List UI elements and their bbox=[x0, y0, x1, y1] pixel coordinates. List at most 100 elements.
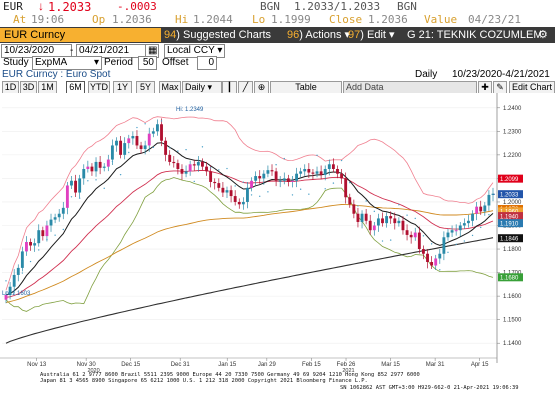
price-tag bbox=[498, 207, 523, 216]
psar-dot bbox=[218, 169, 220, 171]
candle-body bbox=[376, 218, 380, 226]
candle-body bbox=[340, 173, 344, 179]
psar-dot bbox=[332, 182, 335, 184]
x-tick-label: Jan 15 bbox=[218, 362, 237, 368]
down-arrow-icon: ↓ bbox=[38, 0, 44, 13]
candle-body bbox=[119, 140, 123, 155]
high-label: Hi bbox=[175, 13, 189, 26]
candle-body bbox=[221, 187, 225, 193]
psar-dot bbox=[103, 187, 105, 189]
candle-body bbox=[385, 216, 389, 224]
psar-dot bbox=[152, 146, 155, 149]
psar-dot bbox=[160, 120, 163, 122]
candle-body bbox=[115, 140, 118, 146]
study-label: Study bbox=[3, 57, 29, 68]
candle-body bbox=[352, 204, 356, 214]
price-change: -.0003 bbox=[117, 0, 157, 13]
period-label: Period bbox=[104, 57, 133, 68]
candle-body bbox=[131, 136, 135, 139]
candle-body bbox=[229, 190, 233, 197]
candle-body bbox=[430, 261, 434, 266]
candle-body bbox=[123, 143, 127, 155]
psar-dot bbox=[5, 280, 7, 282]
price-tag bbox=[498, 219, 523, 228]
psar-dot bbox=[349, 181, 351, 184]
psar-dot bbox=[381, 240, 384, 242]
candle-body bbox=[299, 171, 303, 174]
settings-icon[interactable]: ⚙ bbox=[538, 29, 548, 41]
security-field[interactable]: EUR Curncy bbox=[0, 28, 161, 42]
chart-svg[interactable]: 1.24001.23001.22001.21001.20001.19001.18… bbox=[0, 93, 555, 400]
candle-body bbox=[368, 220, 372, 231]
candle-body bbox=[188, 164, 192, 172]
candle-body bbox=[336, 168, 339, 174]
candle-body bbox=[233, 196, 237, 202]
candle-body bbox=[135, 136, 139, 146]
candle-body bbox=[286, 178, 290, 182]
low-value: 1.1999 bbox=[271, 13, 311, 26]
actions-menu[interactable]: 96) Actions ▾ bbox=[287, 29, 351, 41]
candle-body bbox=[53, 217, 57, 220]
currency-select[interactable]: Local CCY ▾ bbox=[164, 44, 225, 58]
psar-dot bbox=[38, 249, 40, 251]
psar-dot bbox=[447, 251, 449, 254]
psar-dot bbox=[299, 188, 302, 190]
sma-200-line bbox=[5, 237, 494, 344]
candle-body bbox=[348, 197, 352, 205]
x-tick-label: Nov 13 bbox=[27, 362, 47, 368]
ema-30-line bbox=[5, 169, 494, 298]
x-tick-label: Feb 26 bbox=[337, 362, 356, 368]
candle-body bbox=[90, 166, 94, 172]
candle-body bbox=[258, 176, 262, 179]
psar-dot bbox=[389, 239, 392, 241]
candle-body bbox=[397, 220, 401, 224]
candle-body bbox=[45, 225, 49, 237]
candle-body bbox=[467, 220, 470, 224]
chart-title: EUR Curncy : Euro Spot bbox=[2, 69, 111, 80]
candle-body bbox=[102, 166, 106, 168]
at-time: 19:06 bbox=[31, 13, 65, 26]
news-headline[interactable]: G 21: TEKNIK COZUMLEM... bbox=[407, 29, 541, 41]
psar-dot bbox=[234, 185, 236, 187]
candle-body bbox=[442, 237, 446, 254]
psar-dot bbox=[398, 204, 400, 206]
psar-dot bbox=[144, 123, 146, 125]
psar-dot bbox=[275, 164, 277, 166]
y-tick-label: 1.1500 bbox=[503, 318, 522, 324]
study-select[interactable]: ExpMA ▾ bbox=[32, 56, 102, 70]
price-chart[interactable]: 1.24001.23001.22001.21001.20001.19001.18… bbox=[0, 93, 555, 400]
date-separator: - bbox=[70, 45, 74, 56]
end-date-field[interactable]: 04/21/2021 bbox=[76, 44, 146, 58]
ticker-symbol[interactable]: EUR bbox=[3, 0, 23, 13]
candle-body bbox=[196, 161, 200, 166]
year-label: 2021 bbox=[342, 368, 354, 374]
psar-dot bbox=[316, 154, 318, 157]
footer-line-2: Japan 81 3 4565 8900 Singapore 65 6212 1… bbox=[40, 378, 368, 384]
y-tick-label: 1.2000 bbox=[503, 200, 522, 206]
edit-menu[interactable]: 97) Edit ▾ bbox=[348, 29, 395, 41]
close-value: 1.2036 bbox=[368, 13, 408, 26]
candle-body bbox=[176, 163, 180, 169]
psar-dot bbox=[471, 234, 474, 237]
candle-body bbox=[315, 171, 319, 174]
candle-body bbox=[282, 178, 286, 181]
psar-dot bbox=[324, 188, 326, 190]
candle-body bbox=[41, 230, 45, 237]
psar-dot bbox=[308, 193, 310, 195]
psar-dot bbox=[87, 180, 89, 182]
source-label: BGN bbox=[260, 0, 280, 13]
candle-body bbox=[78, 178, 82, 193]
candle-body bbox=[360, 213, 364, 222]
period-field[interactable]: 50 bbox=[138, 56, 157, 70]
candle-body bbox=[61, 207, 65, 214]
candle-body bbox=[409, 234, 413, 238]
candle-body bbox=[209, 171, 213, 182]
suggested-charts-button[interactable]: 94) Suggested Charts bbox=[164, 29, 272, 41]
psar-dot bbox=[21, 272, 24, 274]
offset-label: Offset bbox=[162, 57, 189, 68]
candle-body bbox=[401, 220, 405, 231]
pencil-icon[interactable]: ✎ bbox=[493, 81, 507, 94]
candle-body bbox=[311, 172, 315, 174]
psar-dot bbox=[13, 292, 15, 294]
offset-field[interactable]: 0 bbox=[197, 56, 217, 70]
